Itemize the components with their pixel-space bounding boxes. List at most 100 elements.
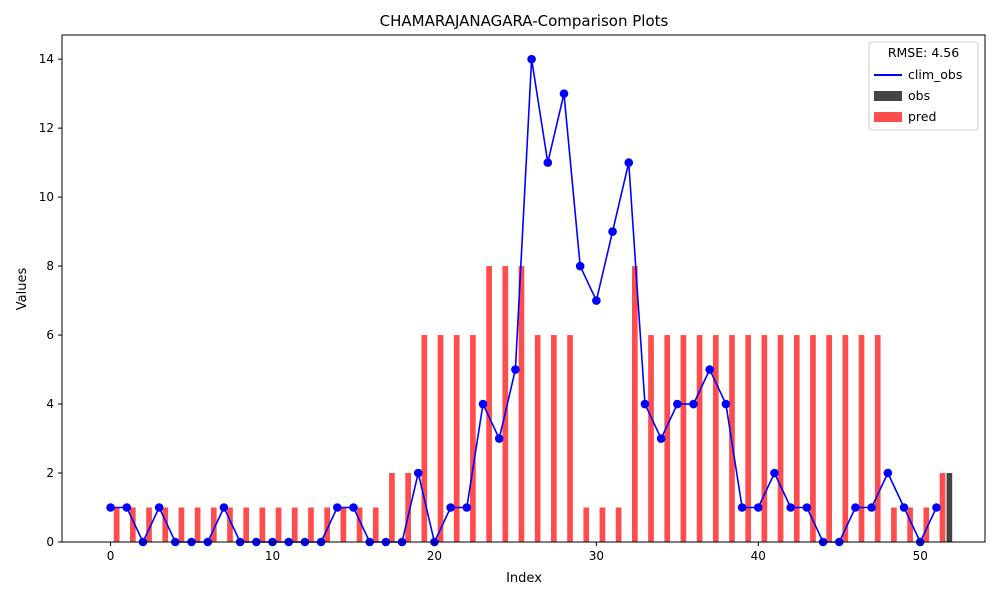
clim-obs-point	[413, 468, 423, 478]
clim-obs-point	[511, 365, 520, 374]
pred-bar	[567, 335, 573, 542]
pred-bar	[210, 507, 217, 542]
pred-bar	[356, 507, 363, 542]
y-tick-label: 6	[46, 328, 54, 342]
pred-bar	[130, 507, 136, 542]
legend-title: RMSE: 4.56	[888, 45, 959, 60]
clim-obs-point	[446, 503, 455, 512]
x-tick-label: 30	[589, 549, 604, 563]
clim-obs-point	[883, 468, 893, 478]
legend-label: obs	[908, 88, 930, 103]
pred-bar	[518, 266, 525, 542]
clim-obs-point	[624, 158, 634, 167]
legend-swatch-bar	[874, 91, 902, 101]
pred-bar	[227, 507, 233, 542]
legend-swatch-bar	[874, 112, 902, 122]
pred-bar	[113, 507, 120, 542]
clim-obs-point	[478, 399, 488, 409]
pred-bar	[891, 507, 897, 542]
clim-obs-point	[786, 503, 795, 512]
clim-obs-point	[106, 503, 115, 512]
pred-bar	[389, 473, 395, 542]
clim-obs-point	[154, 503, 164, 512]
pred-bar	[259, 507, 266, 542]
clim-obs-point	[673, 399, 682, 409]
pred-bar	[162, 507, 169, 542]
pred-bar	[842, 335, 849, 542]
clim-obs-point	[656, 434, 666, 443]
pred-bar	[907, 507, 913, 542]
clim-obs-point	[689, 399, 698, 409]
clim-obs-point	[899, 503, 909, 512]
pred-bar	[372, 507, 379, 542]
legend-label: clim_obs	[908, 67, 962, 82]
clim-obs-point	[332, 503, 342, 512]
pred-bar	[470, 335, 476, 542]
y-tick-label: 12	[39, 121, 54, 135]
clim-obs-point	[721, 399, 731, 409]
pred-bar	[712, 335, 719, 542]
pred-bar	[405, 473, 411, 542]
clim-obs-point	[349, 503, 358, 512]
clim-obs-point	[462, 503, 472, 512]
pred-bar	[146, 507, 152, 542]
clim-obs-point	[737, 503, 747, 512]
pred-bar	[874, 335, 881, 542]
clim-obs-point	[932, 503, 941, 512]
y-axis-title: Values	[15, 268, 30, 311]
y-tick-label: 2	[46, 466, 54, 480]
pred-bar	[178, 507, 185, 542]
x-tick-label: 50	[913, 549, 928, 563]
pred-bar	[194, 507, 201, 542]
plot-area: 0 10 20 30 40 50 0 2 4 6 8 10 12 14	[39, 34, 986, 563]
clim-obs-point	[527, 54, 536, 64]
pred-bar	[308, 507, 314, 542]
pred-bar	[534, 335, 541, 542]
y-tick-label: 8	[46, 259, 54, 273]
y-tick-label: 4	[46, 397, 54, 411]
pred-bar	[777, 335, 784, 542]
pred-bar	[340, 507, 347, 542]
clim-obs-point	[122, 503, 132, 512]
pred-bar	[939, 473, 946, 542]
pred-bar	[599, 507, 606, 542]
clim-obs-point	[543, 158, 553, 167]
legend-label: pred	[908, 109, 936, 124]
pred-bar	[810, 335, 816, 542]
y-tick-label: 10	[39, 190, 54, 204]
pred-bar	[502, 266, 509, 542]
clim-obs-point	[802, 503, 812, 512]
y-tick-label: 0	[46, 535, 54, 549]
clim-obs-point	[770, 468, 779, 478]
x-tick-label: 20	[427, 549, 442, 563]
pred-bar	[923, 507, 930, 542]
pred-bar	[324, 507, 330, 542]
pred-bar	[551, 335, 557, 542]
pred-bar	[631, 266, 638, 542]
pred-bar	[615, 507, 622, 542]
x-tick-label: 0	[107, 549, 115, 563]
axes-frame	[61, 34, 986, 543]
clim-obs-point	[592, 296, 601, 305]
legend-frame	[868, 41, 979, 131]
pred-bar	[291, 507, 298, 542]
clim-obs-point	[219, 503, 229, 512]
pred-bar	[680, 335, 687, 542]
clim-obs-point	[575, 261, 585, 271]
pred-bar	[858, 335, 865, 542]
pred-bar	[664, 335, 671, 542]
clim-obs-point	[608, 227, 617, 236]
pred-bar	[275, 507, 282, 542]
chart-title: CHAMARAJANAGARA-Comparison Plots	[380, 12, 669, 30]
pred-bar	[793, 335, 800, 542]
pred-bar	[486, 266, 492, 542]
pred-bar	[583, 507, 590, 542]
pred-bar	[761, 335, 768, 542]
clim-obs-point	[753, 503, 763, 512]
clim-obs-point	[705, 365, 715, 374]
clim-obs-point	[867, 503, 876, 512]
clim-obs-point	[851, 503, 860, 512]
pred-bar	[437, 335, 444, 542]
